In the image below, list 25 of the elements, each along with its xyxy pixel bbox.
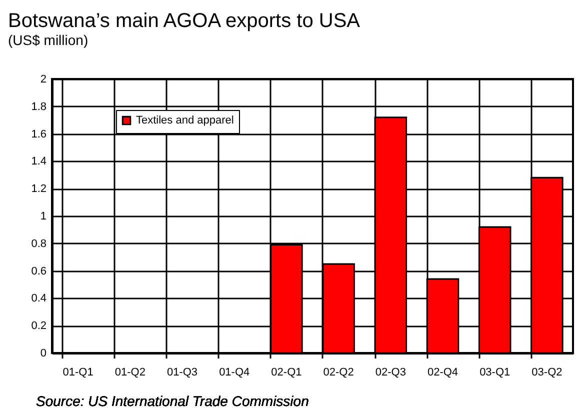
x-tick-label: 01-Q3 <box>166 366 198 378</box>
x-tick-label: 01-Q2 <box>114 366 146 378</box>
y-tick-label: 0.8 <box>31 238 46 250</box>
y-tick-label: 1 <box>40 210 46 222</box>
x-tick-label: 03-Q2 <box>532 366 562 378</box>
x-tick-label: 03-Q1 <box>480 366 510 378</box>
x-tick-label: 02-Q4 <box>427 366 458 378</box>
x-tick-label: 01-Q1 <box>62 366 94 378</box>
y-tick-label: 0.6 <box>31 265 46 278</box>
y-tick-label: 1.2 <box>31 183 46 196</box>
y-tick-label: 0.4 <box>31 292 46 305</box>
y-tick-label: 2 <box>40 74 46 86</box>
y-tick-label: 1.4 <box>31 156 46 168</box>
y-tick-label: 0 <box>40 348 46 360</box>
y-tick-label: 1.6 <box>31 128 46 140</box>
x-tick-label: 02-Q1 <box>271 366 302 378</box>
legend-label: Textiles and apparel <box>136 114 234 126</box>
chart-subtitle: (US$ million) <box>8 32 88 48</box>
chart-title: Botswana’s main AGOA exports to USA <box>8 10 361 32</box>
x-tick-label: 02-Q3 <box>375 366 406 378</box>
source-note: Source: US International Trade Commission <box>36 393 310 409</box>
x-tick-label: 02-Q2 <box>323 366 354 378</box>
y-tick-label: 1.8 <box>31 100 46 113</box>
x-tick-label: 01-Q4 <box>219 366 250 378</box>
y-tick-label: 0.2 <box>31 320 46 332</box>
